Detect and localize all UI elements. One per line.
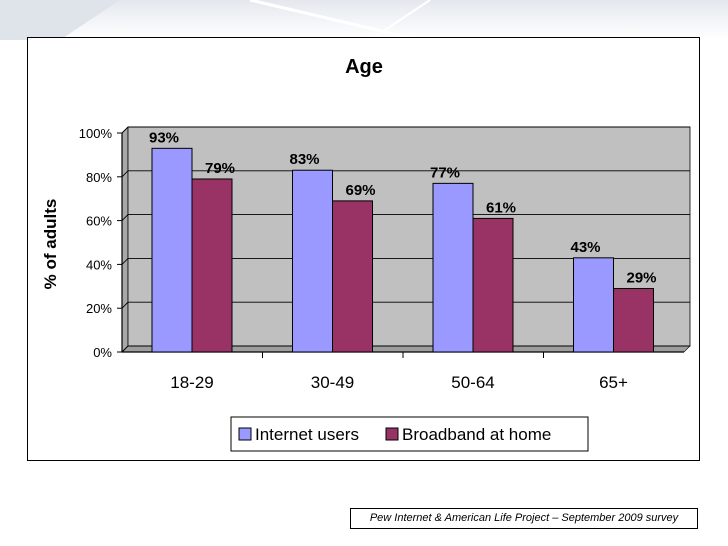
bar-chart: Age % of adults 0% 20% 40% 60% 80% 100% 93% 79%… [41, 56, 691, 452]
legend-label: Internet users [255, 425, 359, 444]
bar-internet-users [292, 169, 333, 353]
y-tick-label: 40% [86, 257, 112, 272]
data-label: 69% [345, 182, 375, 199]
gridline-side [121, 170, 129, 178]
data-label: 93% [149, 129, 179, 146]
gridline-side [121, 126, 129, 134]
data-label: 61% [486, 199, 516, 216]
legend-label: Broadband at home [402, 425, 551, 444]
gridline-side [121, 345, 129, 353]
data-label: 43% [570, 239, 600, 256]
chart-title: Age [345, 56, 383, 78]
bar-broadband-at-home [472, 217, 514, 353]
x-tick-label: 18-29 [170, 373, 213, 392]
data-label: 83% [289, 151, 319, 168]
gridline-side [121, 214, 129, 221]
data-label: 79% [205, 160, 235, 177]
plot-back-wall-border [127, 126, 691, 347]
decoration-line [249, 0, 421, 40]
decoration-line [369, 0, 431, 40]
bar-broadband-at-home [191, 178, 233, 353]
bar-internet-users [432, 182, 474, 353]
legend-swatch [238, 427, 252, 441]
chart-frame: Age % of adults 0% 20% 40% 60% 80% 100% 93% 79%… [27, 37, 700, 461]
y-tick-label: 80% [86, 170, 112, 185]
bar-internet-users [573, 257, 614, 353]
plot-side-wall [121, 126, 129, 353]
bar-broadband-at-home [613, 287, 654, 353]
decoration-shape [0, 0, 120, 40]
y-tick-label: 20% [86, 301, 112, 316]
y-tick-label: 60% [86, 214, 112, 229]
y-axis-label: % of adults [41, 199, 60, 290]
x-tick-label: 50-64 [451, 373, 494, 392]
legend-box [230, 416, 589, 452]
gridline-side [121, 301, 129, 309]
bar-internet-users [151, 147, 193, 353]
slide-header-decoration [0, 0, 728, 40]
slide-decoration-graphic [0, 0, 431, 40]
gridline-side [121, 258, 129, 265]
plot-area: 0% 20% 40% 60% 80% 100% 93% 79% 18-29 83% 69% 30-49… [79, 126, 691, 392]
x-tick-label: 30-49 [311, 373, 354, 392]
legend-swatch [385, 427, 399, 441]
y-tick-label: 0% [93, 345, 112, 360]
legend: Internet users Broadband at home [230, 416, 589, 452]
x-tick-label: 65+ [599, 373, 628, 392]
bar-broadband-at-home [332, 200, 373, 353]
data-label: 77% [430, 164, 460, 181]
data-label: 29% [626, 269, 656, 286]
source-note: Pew Internet & American Life Project – S… [350, 508, 698, 529]
y-tick-label: 100% [79, 126, 113, 141]
